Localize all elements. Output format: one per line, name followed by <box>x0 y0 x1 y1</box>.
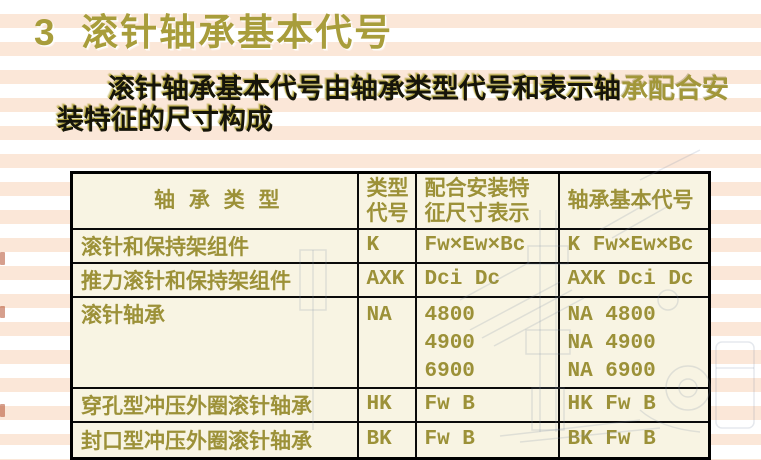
cell-type: 滚针和保持架组件 <box>70 227 359 264</box>
cell-basic: HK Fw B <box>557 386 711 423</box>
cell-code: K <box>356 227 417 264</box>
table-row: 滚针和保持架组件 K Fw×Ew×Bc K Fw×Ew×Bc <box>70 227 711 264</box>
header-type-code: 类型 代号 <box>356 171 417 230</box>
cell-basic: BK Fw B <box>557 420 711 460</box>
cell-dims: Dci Dc <box>414 261 560 298</box>
cell-dims: Fw B <box>414 420 560 460</box>
cell-code: AXK <box>356 261 417 298</box>
left-edge-mark <box>0 404 5 417</box>
page-title: 3 滚针轴承基本代号 <box>34 12 394 53</box>
bearing-code-table: 轴 承 类 型 类型 代号 配合安装特 征尺寸表示 轴承基本代号 滚针和保持架组… <box>70 171 711 460</box>
intro-text-black: 滚针轴承基本代号由轴承类型代号和表示轴 <box>108 74 621 104</box>
header-fit-dims: 配合安装特 征尺寸表示 <box>414 171 560 230</box>
left-edge-mark <box>0 252 5 265</box>
table-row: 滚针轴承 NA 4800 4900 6900 NA 4800 NA 4900 N… <box>70 295 711 389</box>
header-bearing-type: 轴 承 类 型 <box>70 171 359 230</box>
intro-text-line2: 装特征的尺寸构成 <box>57 105 273 135</box>
cell-code: BK <box>356 420 417 460</box>
intro-paragraph: 滚针轴承基本代号由轴承类型代号和表示轴承配合安装特征的尺寸构成 <box>57 74 741 136</box>
table-header-row: 轴 承 类 型 类型 代号 配合安装特 征尺寸表示 轴承基本代号 <box>70 171 711 230</box>
cell-dims: 4800 4900 6900 <box>414 295 560 389</box>
cell-type: 封口型冲压外圈滚针轴承 <box>70 420 359 460</box>
cell-type: 穿孔型冲压外圈滚针轴承 <box>70 386 359 423</box>
cell-dims: Fw×Ew×Bc <box>414 227 560 264</box>
cell-dims: Fw B <box>414 386 560 423</box>
cell-code: NA <box>356 295 417 389</box>
table-row: 穿孔型冲压外圈滚针轴承 HK Fw B HK Fw B <box>70 386 711 423</box>
cell-code: HK <box>356 386 417 423</box>
intro-text-gold: 承配合安 <box>621 74 729 104</box>
header-basic-code: 轴承基本代号 <box>557 171 711 230</box>
cell-type: 推力滚针和保持架组件 <box>70 261 359 298</box>
table-row: 封口型冲压外圈滚针轴承 BK Fw B BK Fw B <box>70 420 711 460</box>
table-row: 推力滚针和保持架组件 AXK Dci Dc AXK Dci Dc <box>70 261 711 298</box>
cell-type: 滚针轴承 <box>70 295 359 389</box>
cell-basic: NA 4800 NA 4900 NA 6900 <box>557 295 711 389</box>
cell-basic: K Fw×Ew×Bc <box>557 227 711 264</box>
cell-basic: AXK Dci Dc <box>557 261 711 298</box>
left-edge-mark <box>0 306 5 318</box>
